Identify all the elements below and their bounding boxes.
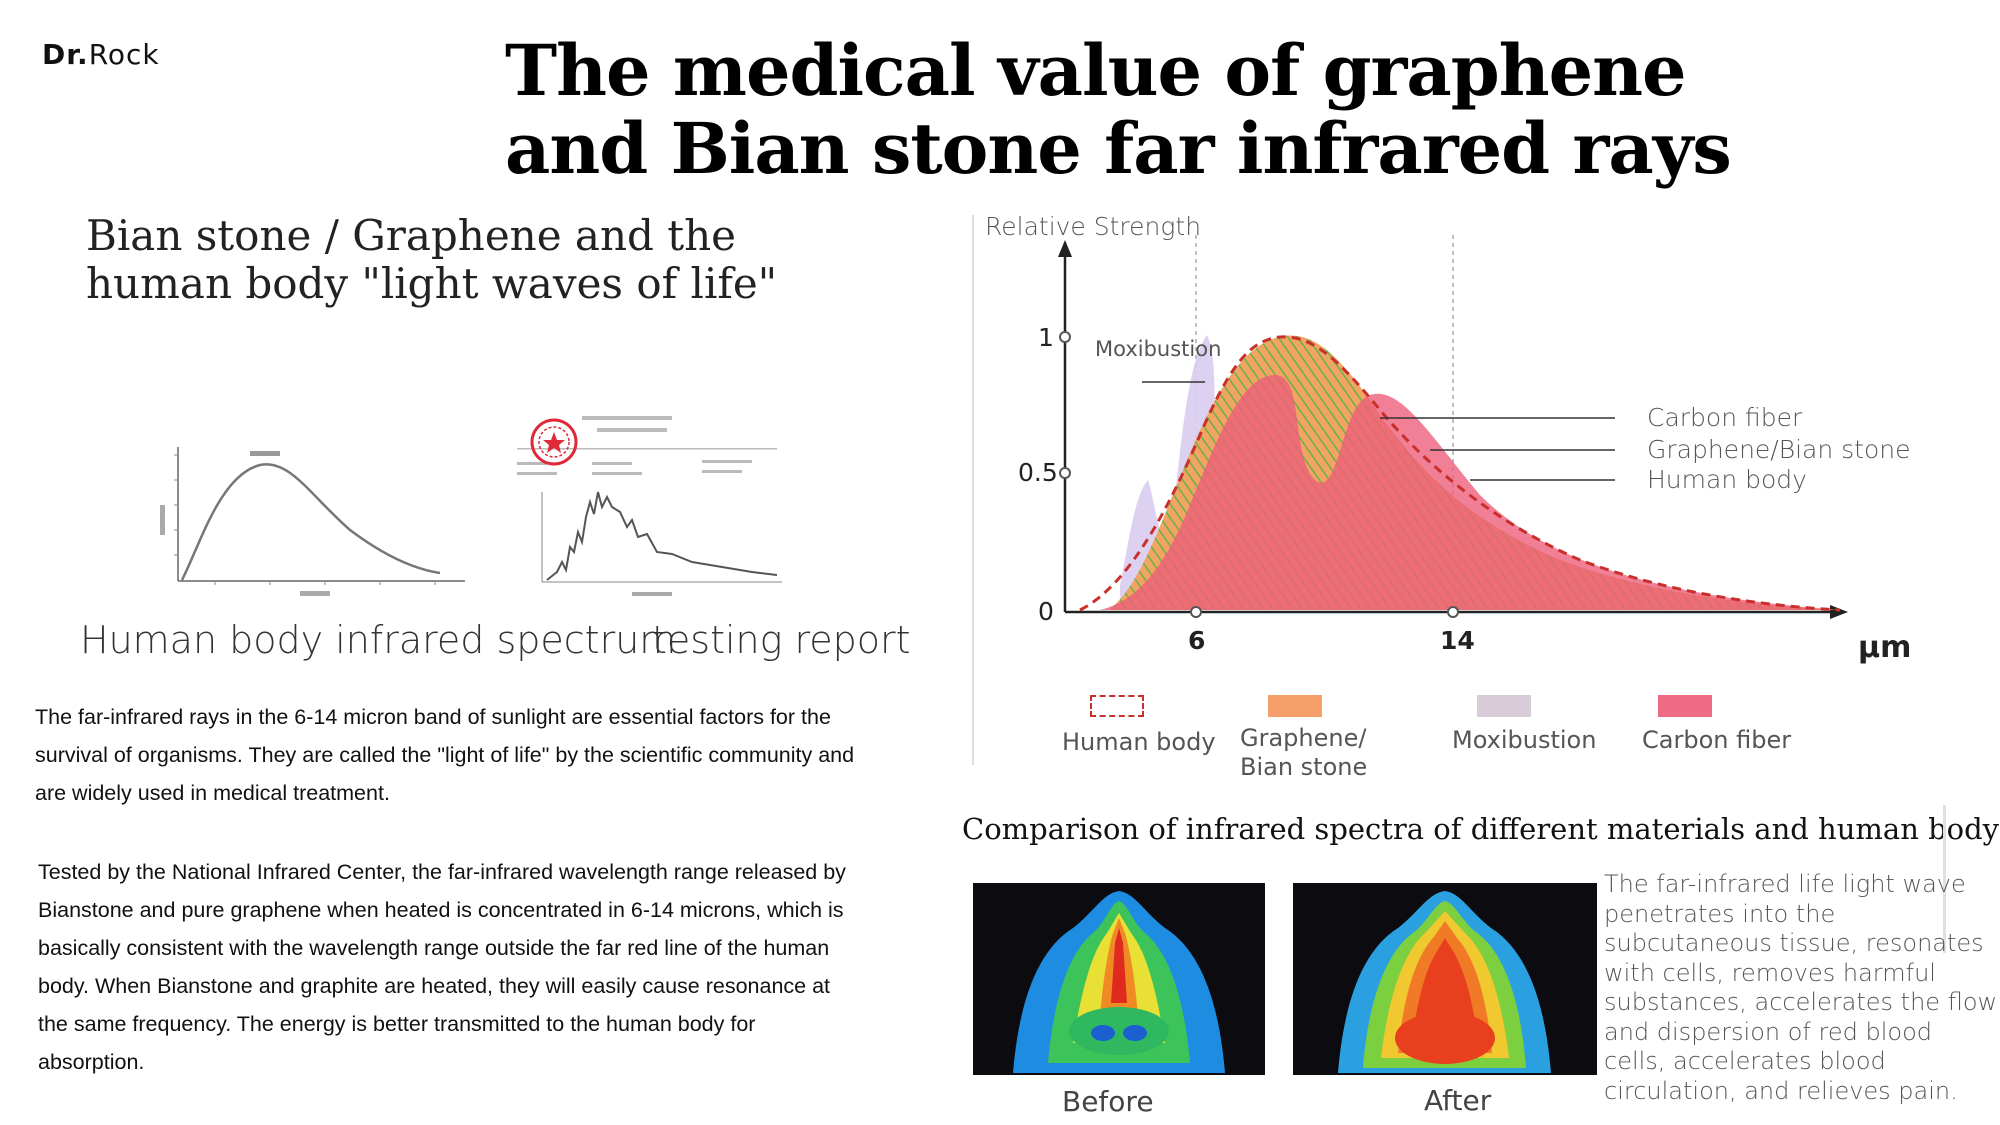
legend-swatch-human-body <box>1090 695 1144 717</box>
annotation-carbon-fiber: Carbon fiber <box>1647 403 1803 432</box>
x-axis-arrow <box>1830 605 1848 619</box>
before-label: Before <box>1062 1085 1154 1118</box>
legend-swatch-moxibustion <box>1477 695 1531 717</box>
legend-swatch-graphene-bian <box>1268 695 1322 717</box>
thermal-body-after <box>1338 891 1551 1073</box>
y-axis-arrow <box>1058 240 1072 257</box>
paragraph-line: survival of organisms. They are called t… <box>35 743 855 767</box>
brand-name: Rock <box>88 38 160 71</box>
legend-swatch-carbon-fiber <box>1658 695 1712 717</box>
paragraph-line: the same frequency. The energy is better… <box>38 1012 756 1036</box>
legend-label-human-body: Human body <box>1062 728 1216 756</box>
y-tick-1: 1 <box>1038 323 1054 352</box>
brand-prefix: Dr. <box>42 38 89 71</box>
x-axis-unit: μm <box>1858 630 1911 665</box>
annotation-graphene-bian: Graphene/Bian stone <box>1647 435 1911 464</box>
report-caption: testing report <box>652 618 911 662</box>
testing-report-mini-chart <box>517 416 782 596</box>
legend-label-carbon-fiber: Carbon fiber <box>1642 726 1792 754</box>
paragraph-sunlight: The far-infrared rays in the 6-14 micron… <box>35 698 854 812</box>
y-tick-0-5: 0.5 <box>1018 458 1058 487</box>
paragraph-line: The far-infrared rays in the 6-14 micron… <box>35 705 831 729</box>
y-tick-0: 0 <box>1038 597 1054 626</box>
page-title: The medical value of graphene and Bian s… <box>505 29 1732 190</box>
x-tick-6: 6 <box>1188 626 1205 655</box>
brand-logo: Dr.Rock <box>42 38 160 71</box>
testing-report-thumbnail <box>512 412 792 607</box>
paragraph-line: body. When Bianstone and graphite are he… <box>38 974 831 998</box>
annotation-moxibustion: Moxibustion <box>1095 337 1221 361</box>
paragraph-testing: Tested by the National Infrared Center, … <box>38 853 846 1081</box>
paragraph-line: Bianstone and pure graphene when heated … <box>38 898 844 922</box>
series-carbon-fiber <box>1100 375 1840 610</box>
tick-marker-y05 <box>1059 467 1071 479</box>
title-line-1: The medical value of graphene <box>505 29 1687 112</box>
tick-marker-y1 <box>1059 331 1071 343</box>
human-spectrum-mini-chart <box>160 447 465 596</box>
chart-caption: Comparison of infrared spectra of differ… <box>962 812 2000 846</box>
legend-label-graphene-bian: Graphene/ Bian stone <box>1240 724 1368 781</box>
after-label: After <box>1424 1084 1492 1117</box>
paragraph-line: absorption. <box>38 1050 145 1074</box>
spectrum-caption: Human body infrared spectrum <box>80 618 677 662</box>
thermal-body-before <box>1013 891 1225 1073</box>
paragraph-line: Tested by the National Infrared Center, … <box>38 860 846 884</box>
title-line-2: and Bian stone far infrared rays <box>505 107 1732 190</box>
section-subtitle: Bian stone / Graphene and the human body… <box>86 212 777 308</box>
thermal-image-before <box>973 883 1265 1075</box>
human-spectrum-thumbnail <box>150 435 470 605</box>
caption-divider <box>1943 805 1946 953</box>
paragraph-line: basically consistent with the wavelength… <box>38 936 830 960</box>
far-infrared-description: The far-infrared life light wave penetra… <box>1604 870 1998 1105</box>
legend-label-moxibustion: Moxibustion <box>1452 726 1597 754</box>
subtitle-line-1: Bian stone / Graphene and the <box>86 211 737 260</box>
annotation-human-body: Human body <box>1647 465 1807 494</box>
x-tick-14: 14 <box>1440 626 1475 655</box>
thermal-image-after <box>1293 883 1597 1075</box>
subtitle-line-2: human body "light waves of life" <box>86 259 778 308</box>
y-axis-label: Relative Strength <box>985 212 1201 241</box>
tick-marker-6um <box>1190 606 1202 618</box>
paragraph-line: are widely used in medical treatment. <box>35 781 390 805</box>
tick-marker-14um <box>1447 606 1459 618</box>
infrared-spectra-chart: Relative Strength 1 0.5 0 6 14 μm Moxibu… <box>972 212 1911 765</box>
